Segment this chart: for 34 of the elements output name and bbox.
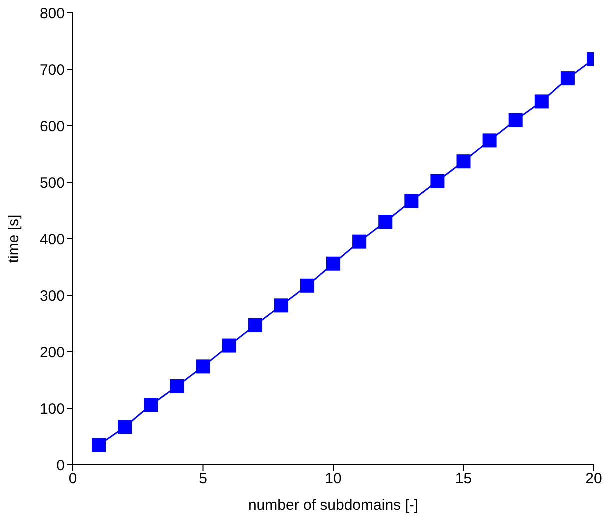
y-tick-label: 400 xyxy=(40,231,65,248)
point xyxy=(404,194,419,208)
y-tick-label: 0 xyxy=(56,457,65,474)
y-tick-label: 100 xyxy=(40,400,65,418)
x-tick-label: 0 xyxy=(68,470,78,488)
point xyxy=(144,398,158,412)
point xyxy=(118,420,132,434)
point xyxy=(300,278,314,293)
x-axis-title: number of subdomains [-] xyxy=(248,497,419,514)
point xyxy=(508,113,523,128)
point xyxy=(482,134,497,148)
y-tick-label: 500 xyxy=(40,174,65,192)
point xyxy=(560,72,575,86)
y-tick-label: 300 xyxy=(40,288,65,305)
point xyxy=(430,174,445,188)
x-tick-label: 10 xyxy=(325,470,342,488)
x-tick-label: 15 xyxy=(455,470,472,488)
y-tick-label: 800 xyxy=(40,5,65,22)
point xyxy=(378,215,393,230)
point xyxy=(274,298,288,313)
point xyxy=(326,256,340,271)
point xyxy=(222,338,236,353)
x-tick-label: 20 xyxy=(586,470,602,488)
x-tick-label: 5 xyxy=(199,470,208,488)
point xyxy=(170,379,184,394)
point xyxy=(248,318,262,332)
y-tick-label: 200 xyxy=(40,344,65,362)
point xyxy=(534,94,549,109)
y-tick-label: 600 xyxy=(40,118,65,136)
point xyxy=(92,438,106,452)
y-tick-label: 700 xyxy=(40,62,65,79)
point xyxy=(352,234,367,249)
point xyxy=(196,360,210,374)
point xyxy=(456,154,471,169)
